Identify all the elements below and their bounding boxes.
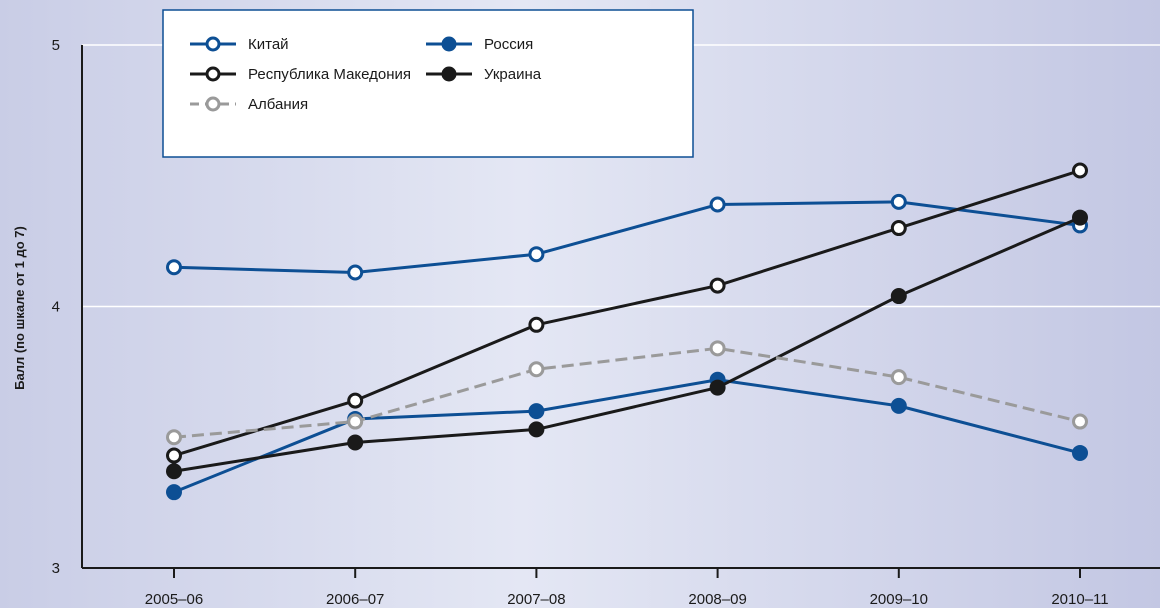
data-point bbox=[347, 413, 364, 430]
series-line bbox=[173, 200, 1081, 275]
data-point bbox=[528, 403, 545, 420]
legend: Китай Россия Республика Македония Украина Ал… bbox=[162, 9, 694, 158]
legend-label: Китай bbox=[248, 36, 289, 53]
data-point bbox=[890, 369, 907, 386]
series bbox=[166, 162, 1088, 501]
data-point bbox=[890, 193, 907, 210]
series-line bbox=[173, 216, 1081, 473]
series-4 bbox=[166, 209, 1088, 480]
legend-swatch-marker bbox=[441, 66, 457, 82]
axes: 3 4 5 2005–06 2006–07 2007–08 2008–09 2009–10 20… bbox=[52, 37, 1160, 608]
x-tick-label: 2008–09 bbox=[688, 591, 746, 608]
legend-swatch-marker bbox=[205, 96, 221, 112]
data-point bbox=[1072, 162, 1088, 179]
data-point bbox=[166, 259, 182, 276]
data-point bbox=[166, 463, 182, 480]
legend-swatch-marker bbox=[441, 36, 457, 52]
data-point bbox=[890, 220, 907, 237]
legend-label: Республика Македония bbox=[248, 66, 411, 83]
data-point bbox=[347, 434, 364, 451]
legend-item: Китай bbox=[190, 36, 289, 53]
legend-item: Республика Македония bbox=[190, 66, 411, 83]
series-5 bbox=[166, 340, 1088, 446]
data-point bbox=[709, 277, 726, 294]
data-point bbox=[709, 340, 726, 357]
series-line bbox=[173, 378, 1081, 494]
legend-item: Албания bbox=[190, 96, 308, 113]
x-tick-label: 2005–06 bbox=[145, 591, 203, 608]
legend-swatch-marker bbox=[205, 66, 221, 82]
legend-box bbox=[162, 9, 694, 158]
data-point bbox=[528, 316, 545, 333]
data-point bbox=[528, 246, 545, 263]
series-2 bbox=[166, 371, 1088, 501]
legend-item: Россия bbox=[426, 36, 533, 53]
data-point bbox=[347, 264, 364, 281]
data-point bbox=[166, 447, 182, 464]
x-tick-label: 2010–11 bbox=[1051, 591, 1108, 608]
y-tick-label: 5 bbox=[52, 37, 60, 54]
series-line bbox=[173, 169, 1081, 457]
data-point bbox=[528, 421, 545, 438]
series-3 bbox=[166, 162, 1088, 464]
y-tick-label: 3 bbox=[52, 560, 60, 577]
y-tick-label: 4 bbox=[52, 299, 60, 316]
data-point bbox=[1072, 444, 1088, 461]
data-point bbox=[166, 484, 182, 501]
data-point bbox=[528, 361, 545, 378]
series-line bbox=[173, 346, 1081, 439]
legend-label: Албания bbox=[248, 96, 308, 113]
data-point bbox=[890, 288, 907, 305]
x-tick-label: 2007–08 bbox=[507, 591, 565, 608]
x-tick-label: 2006–07 bbox=[326, 591, 384, 608]
legend-label: Украина bbox=[484, 66, 542, 83]
data-point bbox=[347, 392, 364, 409]
data-point bbox=[709, 379, 726, 396]
data-point bbox=[1072, 209, 1088, 226]
data-point bbox=[709, 196, 726, 213]
data-point bbox=[890, 397, 907, 414]
y-axis-label: Балл (по шкале от 1 до 7) bbox=[12, 226, 27, 390]
legend-label: Россия bbox=[484, 36, 533, 53]
data-point bbox=[166, 429, 182, 446]
legend-swatch-marker bbox=[205, 36, 221, 52]
legend-item: Украина bbox=[426, 66, 542, 83]
data-point bbox=[1072, 413, 1088, 430]
x-tick-label: 2009–10 bbox=[870, 591, 928, 608]
